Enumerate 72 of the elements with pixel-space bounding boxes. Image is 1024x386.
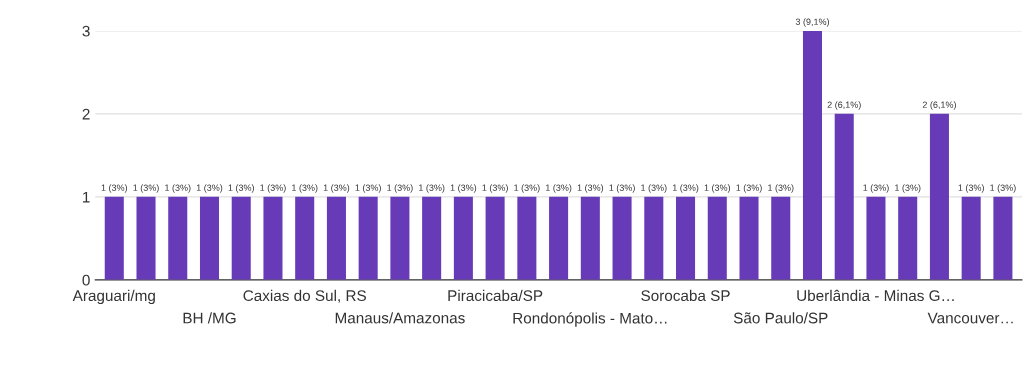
bar (612, 196, 632, 280)
bar (517, 196, 537, 280)
x-tick-label: Piracicaba/SP (448, 289, 543, 302)
data-label: 1 (3%) (768, 184, 794, 193)
data-label: 1 (3%) (863, 184, 889, 193)
bar (929, 113, 949, 280)
bar (993, 196, 1013, 280)
data-label: 1 (3%) (355, 184, 381, 193)
bar (866, 196, 886, 280)
bar (295, 196, 315, 280)
x-tick-label: Vancouver… (927, 312, 1013, 324)
data-label: 2 (6,1%) (827, 101, 861, 110)
x-tick-label: Manaus/Amazonas (335, 312, 465, 324)
data-label: 1 (3%) (704, 184, 731, 193)
bar (834, 113, 854, 280)
data-label: 2 (6,1%) (922, 101, 956, 110)
data-label: 1 (3%) (228, 184, 254, 193)
data-label: 1 (3%) (482, 184, 508, 193)
x-tick-label: Sorocaba SP (641, 289, 730, 302)
data-label: 1 (3%) (419, 184, 445, 193)
bar (771, 196, 791, 280)
data-label: 1 (3%) (609, 184, 635, 193)
bar (326, 196, 346, 280)
data-label: 1 (3%) (292, 184, 318, 193)
bar (136, 196, 156, 280)
x-tick-label: BH /MG (183, 312, 236, 324)
data-label: 1 (3%) (672, 184, 699, 193)
y-tick-label: 0 (82, 274, 90, 286)
data-label: 1 (3%) (196, 184, 223, 193)
data-label: 1 (3%) (165, 184, 191, 193)
y-tick-label: 2 (82, 108, 90, 120)
bar (676, 196, 696, 280)
data-label: 1 (3%) (450, 184, 477, 193)
data-label: 1 (3%) (641, 184, 667, 193)
bar (961, 196, 981, 280)
data-label: 1 (3%) (514, 184, 540, 193)
x-tick-label: Caxias do Sul, RS (243, 289, 366, 303)
data-label: 1 (3%) (387, 184, 413, 193)
bar (199, 196, 220, 280)
data-label: 1 (3%) (260, 184, 286, 193)
bar (549, 196, 569, 280)
y-tick-label: 3 (82, 25, 90, 37)
data-label: 3 (9,1%) (795, 18, 829, 27)
bar (453, 196, 473, 280)
data-label: 1 (3%) (101, 184, 128, 193)
data-label: 1 (3%) (323, 184, 350, 193)
bar (358, 196, 378, 280)
data-label: 1 (3%) (736, 184, 762, 193)
bar (263, 196, 283, 280)
bar (485, 196, 505, 280)
y-tick-label: 1 (83, 191, 90, 203)
bar (104, 196, 124, 280)
x-tick-label: Uberlândia - Minas G… (797, 289, 954, 302)
data-label: 1 (3%) (545, 184, 572, 193)
data-label: 1 (3%) (958, 184, 984, 193)
bar (231, 196, 251, 280)
bar (644, 196, 664, 280)
bar (707, 196, 727, 280)
bar (390, 196, 410, 280)
bar (168, 196, 188, 280)
bar (422, 196, 442, 280)
bar (580, 196, 600, 280)
data-label: 1 (3%) (895, 184, 921, 193)
data-label: 1 (3%) (577, 184, 604, 193)
data-label: 1 (3%) (990, 184, 1016, 193)
x-tick-label: Rondonópolis - Mato… (513, 312, 667, 327)
x-tick-label: Araguari/mg (72, 289, 155, 305)
bar (739, 196, 759, 280)
bar (802, 30, 823, 280)
bar (898, 196, 918, 280)
x-tick-label: São Paulo/SP (733, 312, 828, 324)
data-label: 1 (3%) (133, 184, 159, 193)
